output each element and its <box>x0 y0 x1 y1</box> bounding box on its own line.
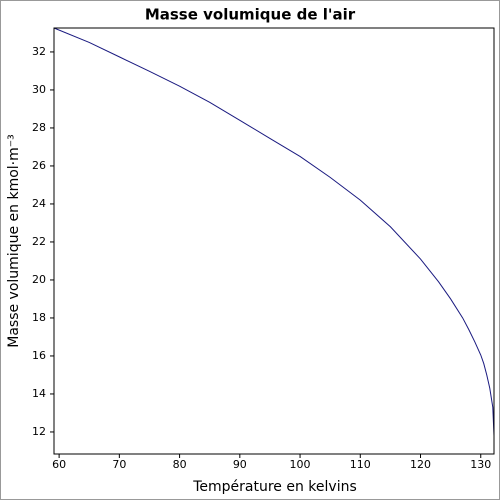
x-tick-label: 60 <box>52 458 66 471</box>
y-tick-label: 28 <box>32 121 46 134</box>
x-tick-label: 120 <box>410 458 431 471</box>
data-line <box>53 27 495 436</box>
y-tick-label: 22 <box>32 235 46 248</box>
y-tick-label: 32 <box>32 45 46 58</box>
y-tick-label: 12 <box>32 425 46 438</box>
y-tick-label: 30 <box>32 83 46 96</box>
y-tick-label: 26 <box>32 159 46 172</box>
y-tick-label: 14 <box>32 387 46 400</box>
x-tick-label: 90 <box>233 458 247 471</box>
chart-title: Masse volumique de l'air <box>145 6 356 24</box>
x-tick-label: 80 <box>173 458 187 471</box>
y-tick-label: 16 <box>32 349 46 362</box>
x-tick-label: 70 <box>112 458 126 471</box>
y-axis-label: Masse volumique en kmol·m⁻³ <box>6 134 22 348</box>
x-tick-label: 110 <box>350 458 371 471</box>
x-tick-label: 100 <box>290 458 311 471</box>
y-tick-label: 18 <box>32 311 46 324</box>
x-axis-label: Température en kelvins <box>192 479 357 495</box>
y-tick-label: 24 <box>32 197 46 210</box>
plot-frame <box>53 27 495 455</box>
x-tick-label: 130 <box>470 458 491 471</box>
y-tick-label: 20 <box>32 273 46 286</box>
